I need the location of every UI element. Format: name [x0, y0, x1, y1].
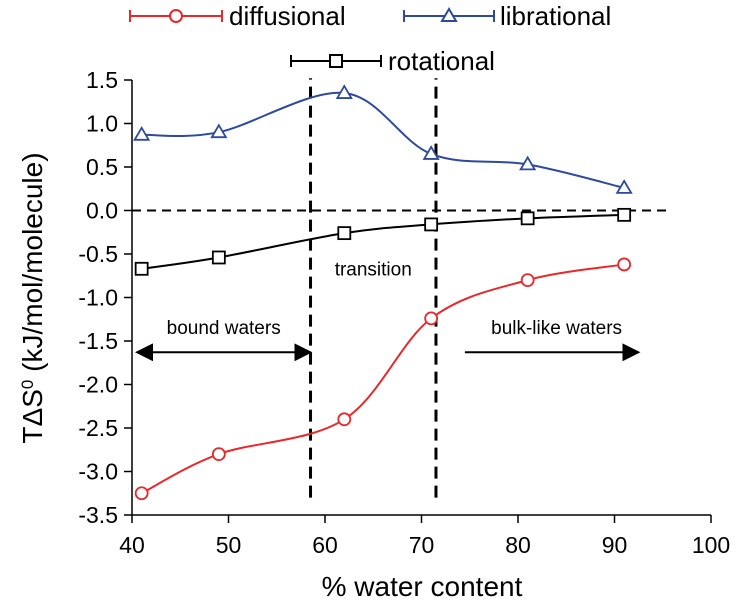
- legend-marker-librational: [440, 7, 458, 22]
- data-point-diffusional: [211, 447, 226, 462]
- y-tick-label: 0.0: [86, 198, 118, 224]
- x-tick-label: 90: [602, 532, 628, 558]
- series-layer: [133, 84, 633, 501]
- legend-label-diffusional: diffusional: [229, 1, 346, 31]
- data-point-librational: [335, 84, 353, 99]
- y-tick-label: 1.5: [86, 67, 118, 93]
- y-ticks: 1.5 1.0 0.5 0.0 -0.5 -1.0 -1.5 -2.0 -2.5 -3.0 -3.5: [78, 67, 132, 528]
- legend-item-diffusional: diffusional: [129, 1, 346, 31]
- y-tick-label: 1.0: [86, 111, 118, 137]
- x-tick-label: 50: [216, 532, 242, 558]
- data-point-librational: [422, 145, 440, 160]
- data-point-rotational: [424, 217, 439, 232]
- annotation-bulk-like-waters: bulk-like waters: [491, 318, 622, 339]
- data-point-librational: [615, 179, 633, 194]
- data-point-diffusional: [337, 412, 352, 427]
- y-tick-label: -1.0: [78, 285, 118, 311]
- data-point-librational: [210, 123, 228, 139]
- y-tick-label: -2.5: [78, 415, 118, 441]
- y-tick-label: -2.0: [78, 372, 118, 398]
- x-tick-label: 60: [312, 532, 338, 558]
- legend-label-librational: librational: [500, 1, 611, 31]
- y-tick-label: -3.5: [78, 502, 118, 528]
- legend-marker-diffusional: [169, 9, 183, 23]
- data-point-diffusional: [424, 311, 439, 326]
- annotation-transition: transition: [335, 260, 412, 281]
- data-point-diffusional: [520, 273, 535, 288]
- x-axis-title: % water content: [322, 571, 523, 602]
- y-tick-label: 0.5: [86, 154, 118, 180]
- y-tick-label: -1.5: [78, 328, 118, 354]
- legend-item-rotational: rotational: [290, 46, 495, 76]
- x-tick-label: 40: [119, 532, 145, 558]
- data-point-rotational: [337, 226, 352, 241]
- y-axis-title: TΔS0 (kJ/mol/molecule): [17, 152, 48, 443]
- data-point-diffusional: [617, 257, 632, 272]
- y-tick-label: -3.0: [78, 459, 118, 485]
- x-tick-label: 70: [409, 532, 435, 558]
- data-point-librational: [133, 126, 151, 141]
- data-point-diffusional: [134, 486, 149, 501]
- data-point-rotational: [617, 207, 632, 222]
- x-ticks: 40 50 60 70 80 90 100: [119, 515, 730, 558]
- data-point-rotational: [520, 211, 535, 226]
- data-point-rotational: [134, 261, 149, 276]
- legend-item-librational: librational: [403, 1, 611, 31]
- data-point-librational: [519, 155, 537, 171]
- y-axis-title-sup: 0: [18, 380, 37, 389]
- annotation-bound-waters: bound waters: [167, 318, 281, 339]
- y-tick-label: -0.5: [78, 241, 118, 267]
- legend-marker-rotational: [329, 54, 343, 68]
- legend-label-rotational: rotational: [388, 46, 495, 76]
- legend: diffusional librational rotational: [129, 1, 611, 76]
- y-axis-title-unit: (kJ/mol/molecule): [17, 152, 48, 379]
- series-line-librational: [141, 91, 625, 189]
- x-tick-label: 80: [505, 532, 531, 558]
- y-axis-title-main: TΔS: [17, 389, 48, 443]
- x-tick-label: 100: [692, 532, 730, 558]
- data-point-rotational: [211, 250, 226, 265]
